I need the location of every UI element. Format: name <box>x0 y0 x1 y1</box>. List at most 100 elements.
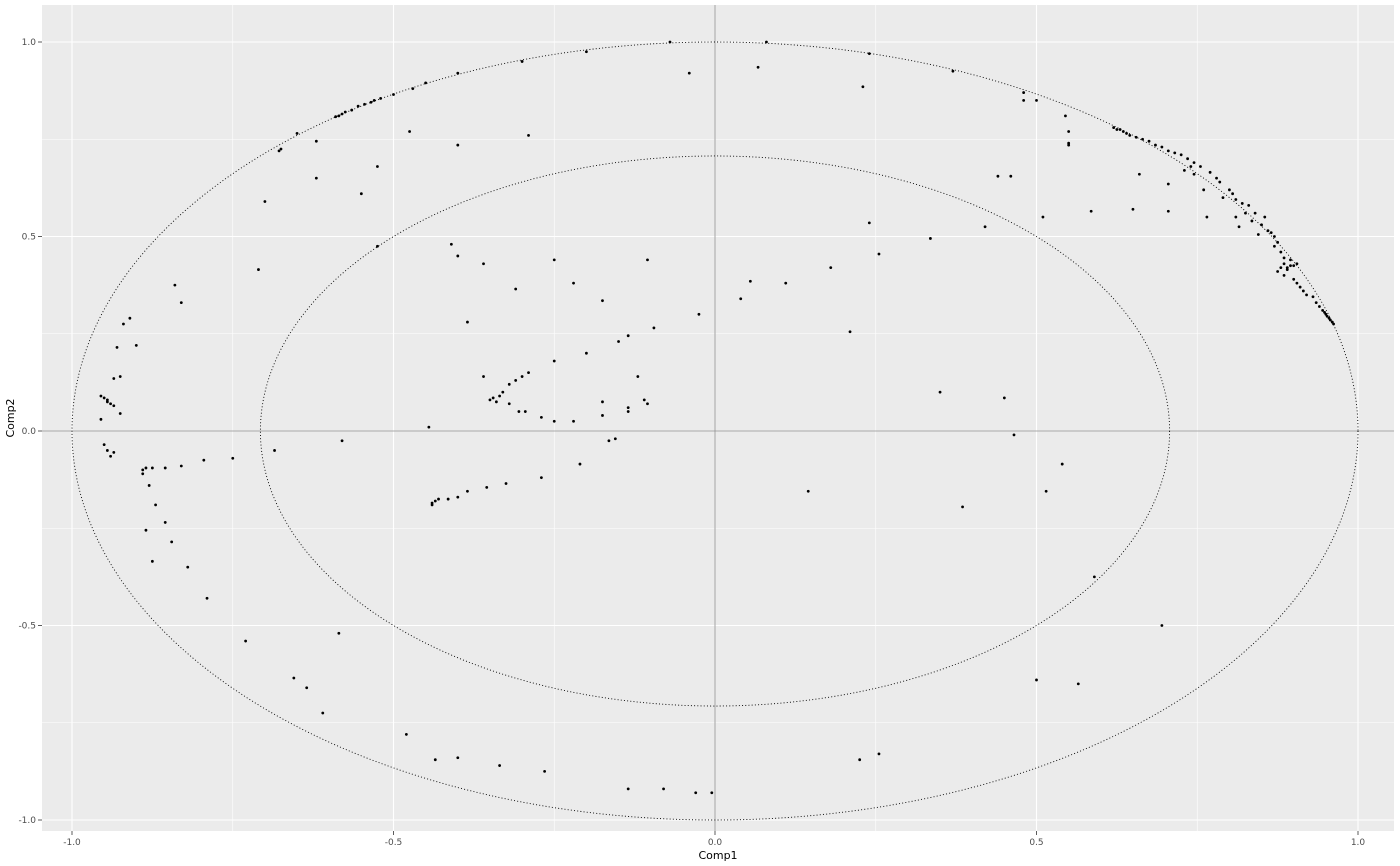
data-point <box>756 65 760 69</box>
data-point <box>456 143 460 147</box>
data-point <box>1137 172 1141 176</box>
data-point <box>1276 270 1280 273</box>
data-point <box>739 297 743 301</box>
data-point <box>543 769 547 773</box>
data-point <box>1121 130 1125 133</box>
data-point <box>607 439 611 443</box>
data-point <box>1182 168 1186 172</box>
inner-circle <box>259 155 1171 707</box>
data-point <box>1240 202 1244 205</box>
data-point <box>1009 174 1013 178</box>
data-point <box>520 60 524 63</box>
data-point <box>1301 289 1305 293</box>
data-point <box>1215 176 1218 180</box>
data-point <box>437 497 440 501</box>
data-point <box>163 521 167 524</box>
data-point <box>710 791 714 795</box>
reference-lines <box>42 5 1394 831</box>
data-point <box>1328 318 1332 322</box>
data-point <box>504 482 508 485</box>
data-point <box>105 398 109 402</box>
data-point <box>1179 153 1183 157</box>
data-point <box>552 419 556 423</box>
data-point <box>1276 240 1280 244</box>
data-point <box>163 466 167 470</box>
data-point <box>456 756 460 760</box>
data-point <box>141 472 145 476</box>
data-point <box>961 505 964 509</box>
data-point <box>507 382 511 386</box>
data-point <box>1253 211 1257 215</box>
data-point <box>1125 132 1128 135</box>
data-point <box>424 81 428 85</box>
data-point <box>404 733 408 736</box>
data-point <box>488 398 492 402</box>
data-point <box>1134 135 1138 139</box>
data-point <box>105 449 109 452</box>
data-point <box>1192 172 1196 176</box>
data-point <box>1218 180 1222 184</box>
data-point <box>1205 215 1209 219</box>
data-point <box>1289 264 1292 268</box>
data-point <box>1154 143 1157 147</box>
data-point <box>466 320 469 324</box>
data-point <box>1166 182 1170 186</box>
data-point <box>1314 301 1318 305</box>
data-point <box>517 410 521 413</box>
data-point <box>337 631 341 635</box>
data-point <box>520 375 524 378</box>
data-point <box>1076 682 1080 686</box>
data-point <box>1067 143 1071 147</box>
data-point <box>430 503 434 507</box>
data-point <box>1012 433 1016 437</box>
data-point <box>1166 149 1170 153</box>
correlation-circles <box>71 41 1359 821</box>
data-point <box>585 351 588 355</box>
data-point <box>134 344 138 347</box>
data-point <box>514 379 518 382</box>
data-point <box>343 110 347 114</box>
data-point <box>572 419 575 423</box>
data-point <box>1295 262 1299 266</box>
data-point <box>279 147 283 151</box>
data-point <box>314 176 318 180</box>
data-point <box>626 410 630 413</box>
data-point <box>1089 209 1093 213</box>
data-point <box>578 462 582 466</box>
y-tick-label: -0.5 <box>18 622 36 632</box>
y-tick-label: 1.0 <box>22 38 37 48</box>
data-point <box>173 283 177 287</box>
data-point <box>1192 161 1196 164</box>
data-point <box>498 764 501 767</box>
data-point <box>1060 462 1064 466</box>
data-point <box>694 791 698 795</box>
data-point <box>1237 225 1241 229</box>
data-point <box>1208 170 1212 174</box>
data-point <box>112 450 116 454</box>
data-point <box>848 330 852 334</box>
data-point <box>1332 322 1335 326</box>
data-point <box>501 390 505 394</box>
data-point <box>498 394 501 398</box>
data-point <box>646 402 649 406</box>
data-point <box>1166 209 1170 213</box>
data-point <box>340 112 344 116</box>
data-point <box>411 87 415 91</box>
data-point <box>1067 141 1071 145</box>
data-point <box>359 192 363 196</box>
data-point <box>363 102 366 106</box>
data-point <box>128 316 132 320</box>
data-point <box>1128 133 1132 137</box>
data-point <box>105 400 109 404</box>
data-point <box>340 439 344 443</box>
data-points <box>99 40 1335 795</box>
data-point <box>99 394 103 398</box>
data-point <box>626 406 630 410</box>
data-point <box>102 443 106 447</box>
data-point <box>482 375 485 378</box>
data-point <box>1273 235 1276 238</box>
data-point <box>1112 126 1116 129</box>
data-point <box>784 281 788 285</box>
data-point <box>877 252 881 256</box>
